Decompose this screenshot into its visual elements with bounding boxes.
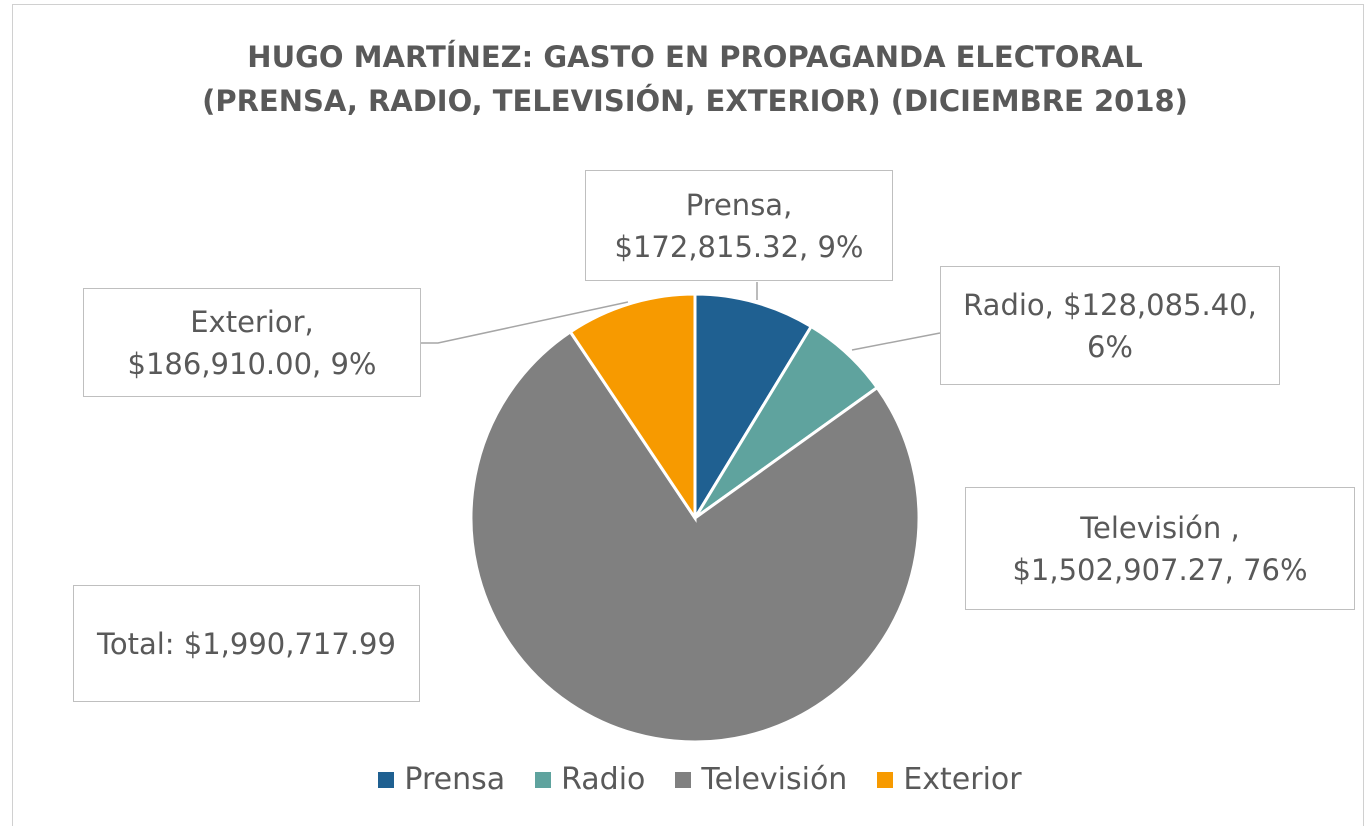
legend-item: Exterior — [877, 762, 1022, 797]
total-annotation: Total: $1,990,717.99 — [73, 585, 420, 702]
leader-line — [851, 332, 941, 351]
legend-label: Televisión — [701, 762, 848, 797]
chart-title: HUGO MARTÍNEZ: GASTO EN PROPAGANDA ELECT… — [247, 40, 1143, 74]
data-label: Televisión , $1,502,907.27, 76% — [965, 487, 1355, 610]
pie-slice — [469, 329, 921, 744]
data-label: Radio, $128,085.40, 6% — [940, 266, 1280, 385]
leader-line — [421, 301, 629, 344]
data-label: Prensa, $172,815.32, 9% — [585, 170, 893, 281]
legend: Prensa Radio Televisión Exterior — [0, 762, 1367, 797]
data-label: Exterior, $186,910.00, 9% — [83, 288, 421, 397]
chart-title: (PRENSA, RADIO, TELEVISIÓN, EXTERIOR) (D… — [202, 84, 1188, 118]
legend-swatch — [877, 771, 894, 788]
legend-swatch — [535, 771, 552, 788]
pie-slice — [568, 292, 697, 523]
legend-label: Exterior — [903, 762, 1022, 797]
chart-frame — [12, 4, 1364, 826]
legend-swatch — [378, 771, 395, 788]
legend-item: Radio — [535, 762, 645, 797]
legend-swatch — [675, 771, 692, 788]
legend-item: Prensa — [378, 762, 505, 797]
legend-label: Radio — [561, 762, 646, 797]
pie-slice — [693, 292, 814, 524]
legend-item: Televisión — [675, 762, 847, 797]
legend-label: Prensa — [404, 762, 506, 797]
